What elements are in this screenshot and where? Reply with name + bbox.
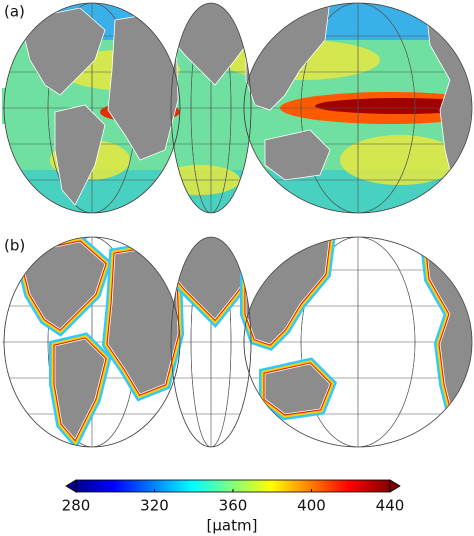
land: [264, 129, 331, 181]
lobe-outline: [3, 236, 181, 448]
meridian: [190, 3, 232, 213]
meridian: [300, 3, 416, 213]
lobe-outline: [3, 2, 181, 214]
meridian: [300, 237, 416, 447]
colorbar-extend: [65, 479, 77, 493]
colorbar-tick-label: 280: [62, 497, 91, 515]
colorbar-tick-label: 360: [219, 497, 248, 515]
colorbar-tick-label: 400: [297, 497, 326, 515]
map-panel: [2, 2, 473, 214]
colorbar-label: [µatm]: [207, 517, 258, 535]
lobe-outline: [243, 236, 473, 448]
colorbar-tick-label: 320: [140, 497, 169, 515]
map-panel: [2, 236, 473, 448]
panel-label: (b): [4, 237, 25, 255]
lobe-outline: [170, 2, 252, 214]
land: [54, 338, 106, 440]
lobe-outline: [170, 236, 252, 448]
land: [19, 241, 106, 330]
map: [2, 237, 472, 447]
panel-label: (a): [4, 3, 25, 21]
meridian: [190, 237, 232, 447]
colorbar-tick-label: 440: [376, 497, 405, 515]
colorbar-extend: [389, 479, 401, 493]
lobe-outline: [243, 2, 473, 214]
high-region: [340, 135, 460, 185]
land: [54, 104, 106, 206]
land: [19, 7, 106, 96]
map: [2, 3, 472, 213]
land: [264, 363, 331, 415]
